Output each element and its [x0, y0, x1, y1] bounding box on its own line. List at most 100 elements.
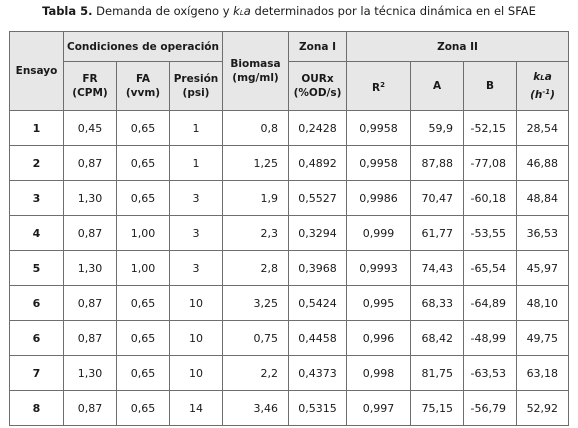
- table-cell: 1,30: [63, 355, 117, 391]
- table-cell: 0,5527: [288, 180, 348, 216]
- table-cell: 2,3: [222, 215, 290, 251]
- table-cell: 0,5315: [288, 390, 348, 426]
- table-cell: 1,00: [116, 215, 170, 251]
- table-cell: 28,54: [516, 110, 570, 146]
- table-cell: 0,2428: [288, 110, 348, 146]
- header-condiciones: Condiciones de operación: [62, 31, 224, 62]
- header-zona-2: Zona II: [346, 31, 570, 62]
- ensayo-cell: 8: [9, 390, 64, 426]
- header-fa: FA (vvm): [116, 61, 170, 111]
- header-r2-base: R: [372, 81, 381, 94]
- header-presion: Presión (psi): [168, 61, 224, 111]
- header-fr-label: FR: [82, 73, 98, 85]
- table-cell: 87,88: [410, 145, 465, 181]
- table-cell: 1,30: [63, 180, 117, 216]
- caption-text: Demanda de oxígeno y: [92, 4, 234, 18]
- ensayo-cell: 4: [9, 215, 64, 251]
- header-ourx: OURx (%OD/s): [288, 61, 348, 111]
- table-cell: 10: [168, 355, 224, 391]
- table-cell: 3: [168, 180, 224, 216]
- header-zona-1: Zona I: [288, 31, 348, 62]
- table-cell: 0,4458: [288, 320, 348, 356]
- table-caption: Tabla 5. Demanda de oxígeno y kLa determ…: [0, 4, 578, 18]
- header-kla-unit-sup: -1: [542, 88, 551, 96]
- table-cell: 0,9993: [346, 250, 412, 286]
- table-cell: 1,00: [116, 250, 170, 286]
- table-cell: 61,77: [410, 215, 465, 251]
- table-cell: 0,995: [346, 285, 412, 321]
- ensayo-cell: 2: [9, 145, 64, 181]
- table-cell: 0,65: [116, 110, 170, 146]
- header-ensayo: Ensayo: [9, 31, 64, 111]
- table-cell: 63,18: [516, 355, 570, 391]
- table-cell: -77,08: [463, 145, 518, 181]
- table-cell: -60,18: [463, 180, 518, 216]
- caption-var-a: a: [243, 4, 251, 18]
- caption-var-k: k: [233, 4, 240, 18]
- table-cell: 0,87: [63, 215, 117, 251]
- table-cell: 0,3968: [288, 250, 348, 286]
- header-a: A: [410, 61, 465, 111]
- table-cell: 3,46: [222, 390, 290, 426]
- table-cell: 3: [168, 215, 224, 251]
- ensayo-cell: 1: [9, 110, 64, 146]
- header-presion-label: Presión: [173, 73, 219, 85]
- header-fr-unit: (CPM): [72, 87, 108, 99]
- header-kla-a: a: [544, 71, 552, 83]
- table-cell: 0,87: [63, 285, 117, 321]
- table-cell: -52,15: [463, 110, 518, 146]
- table-cell: 14: [168, 390, 224, 426]
- header-ourx-label: OURx: [301, 73, 334, 85]
- header-fr: FR (CPM): [63, 61, 117, 111]
- table-cell: 1,9: [222, 180, 290, 216]
- ensayo-cell: 6: [9, 320, 64, 356]
- header-kla: kLa (h-1): [516, 61, 570, 111]
- table-cell: 2,2: [222, 355, 290, 391]
- table-cell: 0,4373: [288, 355, 348, 391]
- header-fa-label: FA: [135, 73, 151, 85]
- table-cell: 0,9986: [346, 180, 412, 216]
- table-cell: 0,8: [222, 110, 290, 146]
- table-cell: 3,25: [222, 285, 290, 321]
- table-cell: 0,65: [116, 390, 170, 426]
- header-kla-k: k: [533, 71, 541, 83]
- table-cell: 10: [168, 320, 224, 356]
- table-row: 6 0,87 0,65 10 3,25 0,5424 0,995 68,33 -64,89 48,…: [9, 285, 570, 321]
- table-cell: 49,75: [516, 320, 570, 356]
- caption-text-end: determinados por la técnica dinámica en …: [250, 4, 536, 18]
- header-b: B: [463, 61, 518, 111]
- table-cell: 70,47: [410, 180, 465, 216]
- table-cell: 0,75: [222, 320, 290, 356]
- ensayo-cell: 7: [9, 355, 64, 391]
- table-row: 4 0,87 1,00 3 2,3 0,3294 0,999 61,77 -53,55 36,53: [9, 215, 570, 251]
- table-row: 3 1,30 0,65 3 1,9 0,5527 0,9986 70,47 -60,18 48,8…: [9, 180, 570, 216]
- header-biomasa-label: Biomasa: [230, 58, 281, 70]
- header-biomasa: Biomasa (mg/ml): [222, 31, 290, 111]
- table-cell: 45,97: [516, 250, 570, 286]
- table-cell: 3: [168, 250, 224, 286]
- table-cell: 81,75: [410, 355, 465, 391]
- table-cell: 0,87: [63, 145, 117, 181]
- table-cell: 1: [168, 145, 224, 181]
- table-cell: 48,10: [516, 285, 570, 321]
- table-cell: 0,65: [116, 320, 170, 356]
- table-cell: 52,92: [516, 390, 570, 426]
- table-cell: 0,65: [116, 145, 170, 181]
- table-cell: 75,15: [410, 390, 465, 426]
- table-cell: 68,42: [410, 320, 465, 356]
- table-cell: -65,54: [463, 250, 518, 286]
- ensayo-cell: 5: [9, 250, 64, 286]
- table-cell: 0,996: [346, 320, 412, 356]
- ensayo-cell: 3: [9, 180, 64, 216]
- table-cell: 0,9958: [346, 110, 412, 146]
- table-row: 7 1,30 0,65 10 2,2 0,4373 0,998 81,75 -63,53 63,1…: [9, 355, 570, 391]
- table-cell: 48,84: [516, 180, 570, 216]
- table-row: 2 0,87 0,65 1 1,25 0,4892 0,9958 87,88 -77,08 46,…: [9, 145, 570, 181]
- table-cell: 68,33: [410, 285, 465, 321]
- table-cell: -53,55: [463, 215, 518, 251]
- header-kla-unit-end: ): [550, 89, 555, 101]
- header-kla-unit: (h-1): [530, 88, 555, 101]
- header-fa-unit: (vvm): [125, 87, 161, 99]
- table-cell: 36,53: [516, 215, 570, 251]
- table-cell: 0,9958: [346, 145, 412, 181]
